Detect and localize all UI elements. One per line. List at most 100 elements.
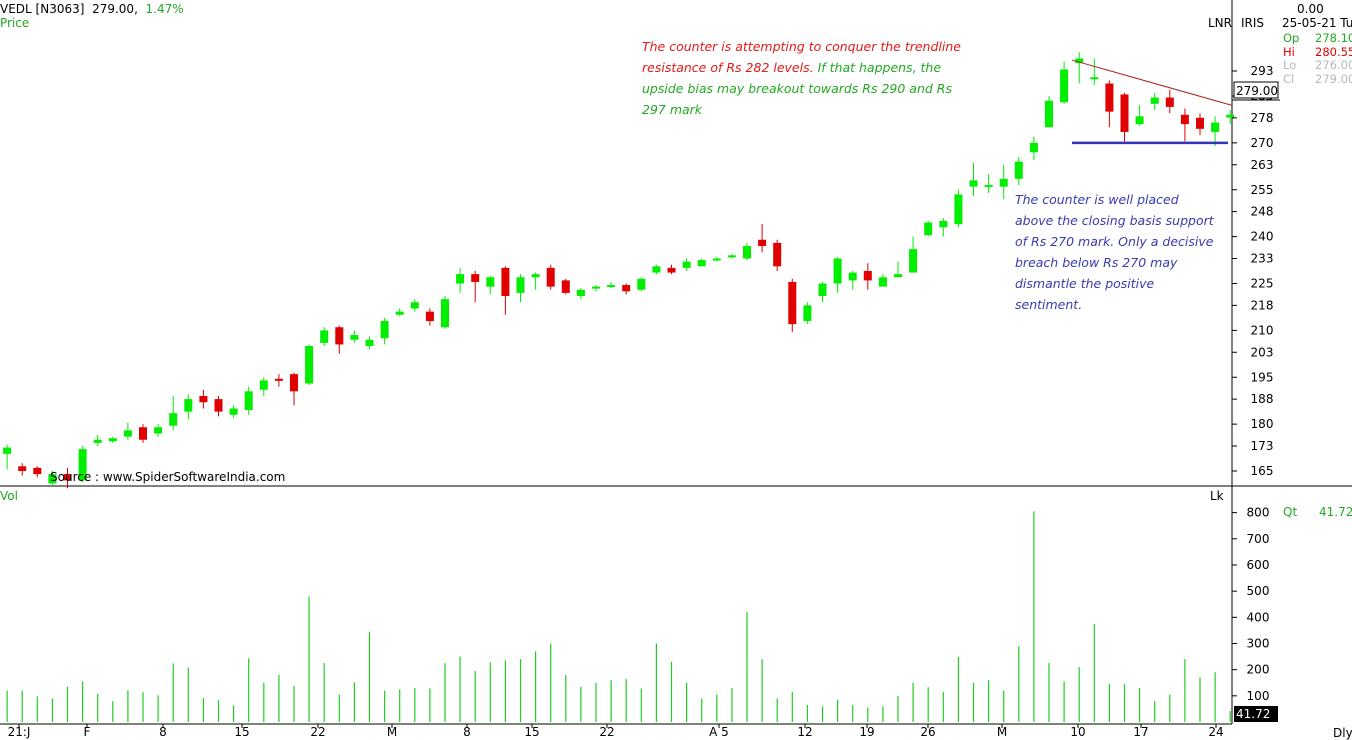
candle-body [320, 330, 329, 343]
time-tick-label: A 5 [709, 725, 729, 739]
price-tick-label: 278 [1251, 111, 1274, 125]
price-tick-label: 270 [1251, 136, 1274, 150]
candle-body [592, 286, 600, 289]
time-tick-label: M [997, 725, 1007, 739]
candle-body [1211, 122, 1220, 132]
candle-body [622, 285, 631, 292]
candle-body [1029, 142, 1038, 153]
candle-body [924, 222, 933, 236]
last-price-tag-box [1233, 81, 1279, 99]
candle-body [1014, 161, 1023, 179]
candle-body [1226, 114, 1235, 118]
candle-body [169, 413, 178, 426]
price-tick-label: 188 [1251, 392, 1274, 406]
candle-body [1045, 100, 1053, 128]
annotation-right-blue: The counter is well placed above the clo… [1015, 192, 1214, 312]
candle-body [123, 430, 132, 437]
time-tick-label: 26 [920, 725, 935, 739]
candle-body [531, 274, 540, 278]
time-tick-label: 15 [524, 725, 539, 739]
price-tick-label: 210 [1251, 323, 1274, 337]
ohlc-high-value: 280.55 [1315, 44, 1352, 59]
candle-body [244, 391, 253, 411]
candle-body [833, 258, 842, 284]
price-tick-label: 173 [1251, 439, 1274, 453]
time-tick-label: 22 [310, 725, 325, 739]
volume-tick-label: 200 [1247, 663, 1270, 677]
volume-panel-label: Vol [0, 489, 18, 503]
candle-body [229, 408, 238, 415]
candle-body [305, 346, 314, 384]
axis-ticks: 1651731801881952032102182252332402482552… [8, 64, 1274, 739]
candle-body [999, 178, 1008, 187]
price-tick-label: 180 [1251, 417, 1274, 431]
time-tick-label: M [387, 725, 397, 739]
candle-body [984, 185, 993, 188]
volume-tick-label: 700 [1247, 532, 1270, 546]
candle-body [1180, 114, 1189, 125]
candle-body [848, 272, 857, 281]
candle-body [909, 249, 918, 273]
candle-body [803, 305, 812, 321]
candle-body [108, 438, 117, 442]
volume-tick-label: 400 [1247, 610, 1270, 624]
annotation-top: The counter is attempting to conquer the… [642, 36, 962, 120]
candle-body [425, 311, 434, 321]
ohlc-low-value: 276.00 [1315, 58, 1352, 72]
candle-body [18, 466, 27, 471]
price-tick-label: 293 [1251, 64, 1274, 78]
candle-body [259, 380, 268, 390]
time-tick-label: 17 [1133, 725, 1148, 739]
time-tick-label: 8 [463, 725, 471, 739]
candle-body [456, 274, 465, 284]
annotation-top-green: If that happens, the upside bias may bre… [642, 60, 952, 117]
candle-body [486, 277, 495, 287]
candle-body [788, 281, 797, 325]
symbol: VEDL [N3063] [0, 2, 85, 16]
candle-body [1120, 94, 1129, 132]
candle-body [697, 260, 706, 267]
candle-body [878, 277, 887, 287]
timeframe-label: Dly [1333, 726, 1352, 740]
price-tick-label: 233 [1251, 252, 1274, 266]
candle-body [1060, 69, 1069, 103]
ohlc-low-label: Lo [1283, 58, 1297, 72]
volume-tick-label: 800 [1247, 506, 1270, 520]
time-tick-label: 12 [797, 725, 812, 739]
time-tick-label: 21:J [8, 725, 31, 739]
ohlc-readout: Op 278.10 Hi 280.55 Lo 276.00 Cl 279.00 [1283, 31, 1352, 87]
candle-body [501, 267, 510, 296]
time-tick-label: 19 [859, 725, 874, 739]
last-vol-tag-box [1234, 706, 1278, 722]
candle-body [471, 274, 480, 282]
ohlc-close: Cl 279.00 [1283, 72, 1352, 87]
price-tick-label: 203 [1251, 345, 1274, 359]
candle-body [637, 278, 646, 290]
ohlc-high: Hi 280.55 [1283, 45, 1352, 60]
price-tick-label: 165 [1251, 464, 1274, 478]
qty-readout: Qt 41.72 [1283, 505, 1352, 519]
time-tick-label: 22 [599, 725, 614, 739]
candle-body [380, 321, 389, 339]
candle-body [1150, 97, 1159, 104]
candle-body [863, 271, 872, 281]
candle-body [350, 335, 359, 340]
lnr-label: LNR [1208, 16, 1232, 30]
candle-body [1075, 58, 1084, 64]
candle-body [48, 474, 57, 484]
day-value: Tu [1340, 16, 1352, 30]
volume-tick-label: 100 [1247, 689, 1270, 703]
ohlc-close-value: 279.00 [1315, 71, 1352, 86]
candle-body [667, 267, 676, 273]
last-price-tag: 279.00 [1236, 84, 1278, 98]
candle-body [773, 242, 782, 267]
iris-label: IRIS [1241, 16, 1265, 30]
candle-body [395, 311, 404, 315]
candle-body [1165, 97, 1174, 107]
candle-body [410, 302, 419, 309]
candle-body [365, 339, 374, 346]
candle-body [63, 474, 72, 481]
volume-tick-label: 600 [1247, 558, 1270, 572]
candle-body [1196, 117, 1204, 129]
